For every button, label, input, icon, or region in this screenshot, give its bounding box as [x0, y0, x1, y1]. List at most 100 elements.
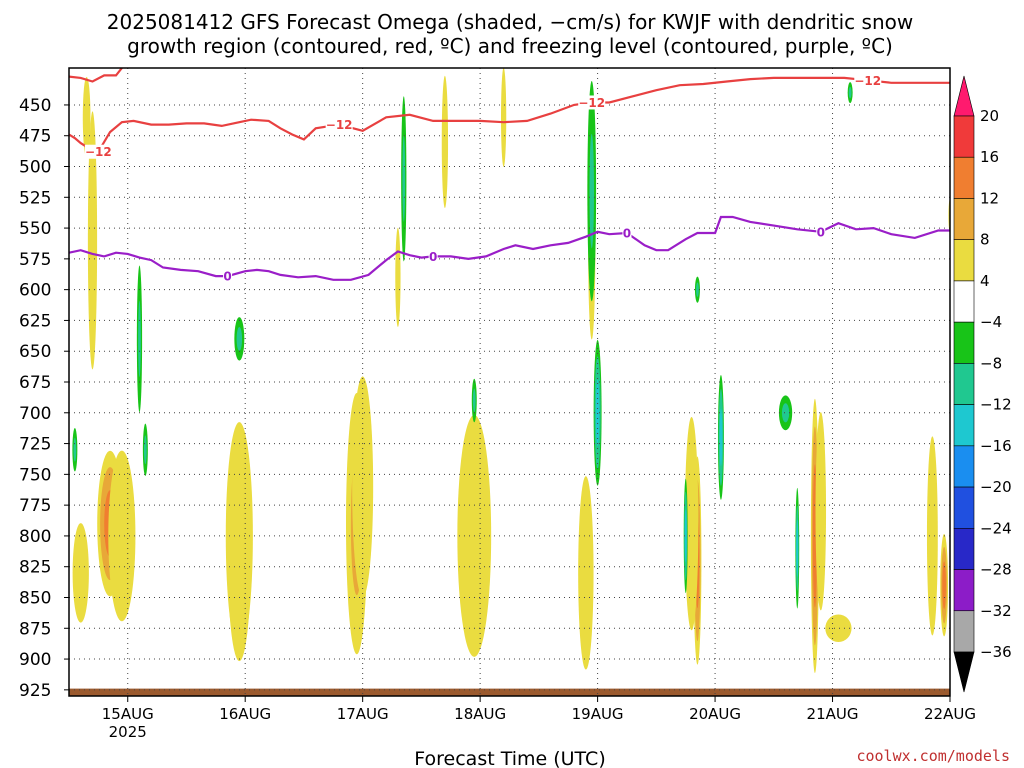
colorbar-label-8: −16	[980, 437, 1012, 455]
omega-feature-21	[684, 416, 699, 631]
omega-contour--8	[589, 133, 595, 249]
x-tick-label-3: 18AUG	[454, 705, 506, 723]
chart-title-line-2: growth region (contoured, red, ºC) and f…	[127, 34, 893, 58]
omega-contour-4	[352, 376, 374, 597]
omega-contour-4	[825, 614, 852, 643]
y-tick-label-17: 875	[19, 619, 51, 639]
omega-contour--8	[143, 435, 147, 465]
omega-feature-25	[926, 436, 938, 636]
series-line-0	[69, 76, 950, 153]
colorbar: 20 16 12 8 4 −4 −8 −12 −16 −20 −24 −28 −32 −36	[953, 75, 1012, 693]
y-tick-label-3: 525	[19, 188, 51, 208]
omega-contour-12	[942, 561, 946, 610]
contour-label-1: −12	[326, 118, 353, 132]
omega-contour--12	[796, 519, 799, 577]
colorbar-bin-10	[953, 486, 975, 529]
colorbar-cap-top	[953, 75, 975, 117]
x-tick-label-6: 21AUG	[807, 705, 859, 723]
series-line-1	[69, 68, 123, 83]
colorbar-label-12: −32	[980, 602, 1012, 620]
omega-contour--12	[719, 408, 723, 467]
y-tick-label-4: 550	[19, 219, 51, 239]
y-tick-label-18: 900	[19, 650, 51, 670]
series-line-2	[69, 215, 950, 281]
omega-contour--12	[595, 379, 600, 447]
omega-contour--8	[848, 86, 852, 99]
colorbar-bin-3	[953, 198, 975, 240]
omega-feature-35	[694, 276, 700, 303]
omega-feature-29	[142, 423, 148, 476]
omega-contour--12	[684, 509, 687, 563]
colorbar-label-1: 16	[980, 148, 999, 166]
colorbar-label-3: 8	[980, 231, 990, 249]
omega-contour-4	[395, 227, 401, 327]
x-tick-label-7: 22AUG	[924, 705, 976, 723]
contour-label-0: −12	[85, 145, 112, 159]
omega-contour--8	[138, 300, 141, 378]
y-tick-label-16: 850	[19, 588, 51, 608]
ground-band	[69, 688, 950, 696]
omega-feature-24	[825, 614, 852, 643]
contour-label-2: −12	[578, 96, 605, 110]
omega-contour-4	[578, 476, 594, 670]
y-tick-label-9: 675	[19, 373, 51, 393]
contour-label-bg-3	[854, 73, 882, 88]
colorbar-label-7: −12	[980, 396, 1012, 414]
omega-feature-18	[578, 476, 594, 670]
contour-label-bg-7	[816, 224, 826, 239]
omega-feature-39	[795, 487, 800, 609]
omega-feature-3	[108, 450, 136, 622]
y-tick-label-0: 450	[19, 96, 51, 116]
contour-label-bg-4	[223, 269, 233, 284]
omega-feature-40	[847, 82, 853, 104]
colorbar-bin-5	[953, 280, 975, 323]
colorbar-label-10: −24	[980, 519, 1012, 537]
y-tick-label-13: 775	[19, 496, 51, 516]
colorbar-bin-1	[953, 115, 975, 158]
omega-feature-23	[815, 412, 827, 611]
omega-contour--8	[781, 403, 790, 423]
x-tick-label-2: 17AUG	[337, 705, 389, 723]
x-tick-label-1: 16AUG	[219, 705, 271, 723]
contour-label-bg-2	[578, 95, 606, 110]
colorbar-label-2: 12	[980, 189, 999, 207]
colorbar-bin-8	[953, 404, 975, 447]
colorbar-label-4: 4	[980, 272, 990, 290]
contour-label-3: −12	[854, 74, 881, 88]
omega-contour-4	[441, 75, 449, 208]
y-tick-label-5: 575	[19, 250, 51, 270]
y-tick-label-10: 700	[19, 404, 51, 424]
colorbar-bin-9	[953, 445, 975, 488]
y-tick-label-15: 825	[19, 558, 51, 578]
omega-feature-33	[587, 80, 597, 302]
contour-label-4: 0	[223, 270, 231, 284]
omega-contour--8	[73, 437, 77, 462]
x-tick-label-0: 15AUG	[102, 705, 154, 723]
omega-contour-4	[815, 412, 827, 611]
colorbar-bin-4	[953, 239, 975, 282]
omega-feature-38	[778, 395, 793, 431]
omega-feature-1	[87, 111, 98, 370]
y-tick-label-8: 650	[19, 342, 51, 362]
x-tick-year: 2025	[109, 723, 147, 741]
y-tick-label-12: 750	[19, 465, 51, 485]
ground-surface	[69, 688, 950, 696]
x-axis-ticks: 15AUG 16AUG 17AUG 18AUG 19AUG 20AUG 21AUG 22AUG…	[102, 696, 976, 741]
colorbar-bin-7	[953, 363, 975, 405]
y-tick-label-2: 500	[19, 158, 51, 178]
omega-feature-36	[683, 478, 688, 594]
omega-feature-30	[234, 317, 245, 361]
omega-feature-16	[501, 68, 507, 167]
colorbar-bin-12	[953, 569, 975, 612]
y-tick-label-14: 800	[19, 527, 51, 547]
contour-label-bg-0	[84, 144, 112, 159]
omega-contour-4	[501, 68, 507, 167]
omega-feature-10	[352, 376, 374, 597]
omega-contour-4	[926, 436, 938, 636]
x-tick-label-5: 20AUG	[689, 705, 741, 723]
contour-label-7: 0	[817, 225, 825, 239]
contour-lines: −12 −12 −12 −12 0 0 0 0	[69, 68, 950, 284]
x-axis-label: Forecast Time (UTC)	[414, 748, 605, 768]
colorbar-label-11: −28	[980, 561, 1012, 579]
